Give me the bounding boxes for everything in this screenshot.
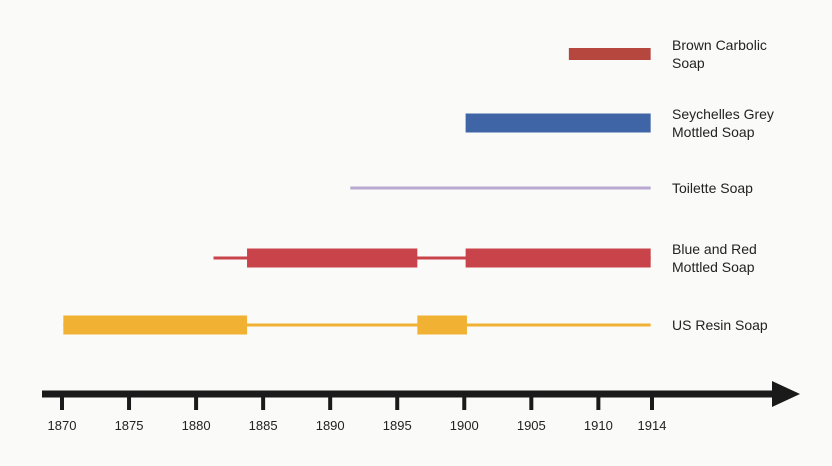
x-tick-label: 1875 — [115, 418, 144, 433]
series-thick-span — [247, 248, 418, 268]
series-label: Seychelles Grey Mottled Soap — [672, 106, 774, 140]
series-thick-span — [465, 248, 651, 268]
series-label-line: Mottled Soap — [672, 124, 755, 140]
series-row — [568, 48, 651, 60]
series-label-line: Toilette Soap — [672, 180, 753, 196]
series-thick-span — [417, 315, 467, 335]
series-row — [465, 113, 651, 133]
x-axis-arrowhead — [772, 381, 800, 407]
x-tick-label: 1880 — [182, 418, 211, 433]
series-label: Brown Carbolic Soap — [672, 37, 767, 71]
x-tick-label: 1905 — [517, 418, 546, 433]
x-tick-label: 1900 — [450, 418, 479, 433]
series-label: US Resin Soap — [672, 317, 768, 333]
series-label-line: Mottled Soap — [672, 259, 755, 275]
series-row — [213, 248, 651, 268]
x-tick-label: 1895 — [383, 418, 412, 433]
series-labels: Brown Carbolic Soap Seychelles Grey Mottled… — [672, 37, 774, 333]
series-label-line: Brown Carbolic — [672, 37, 767, 53]
x-tick-label: 1910 — [584, 418, 613, 433]
series-label: Blue and Red Mottled Soap — [672, 241, 757, 275]
x-tick-label: 1890 — [316, 418, 345, 433]
series-thick-span — [568, 48, 651, 60]
x-tick-label: 1885 — [249, 418, 278, 433]
series-thick-span — [63, 315, 248, 335]
series-layer — [63, 48, 651, 335]
x-tick-label: 1870 — [48, 418, 77, 433]
series-row — [63, 315, 651, 335]
series-label: Toilette Soap — [672, 180, 753, 196]
series-label-line: Blue and Red — [672, 241, 757, 257]
x-tick-label: 1914 — [638, 418, 667, 433]
x-axis: 1870 1875 1880 1885 1890 1895 1900 1905 1910 1914 — [42, 381, 800, 433]
series-thick-span — [465, 113, 651, 133]
series-label-line: Seychelles Grey — [672, 106, 774, 122]
series-label-line: Soap — [672, 55, 705, 71]
series-label-line: US Resin Soap — [672, 317, 768, 333]
